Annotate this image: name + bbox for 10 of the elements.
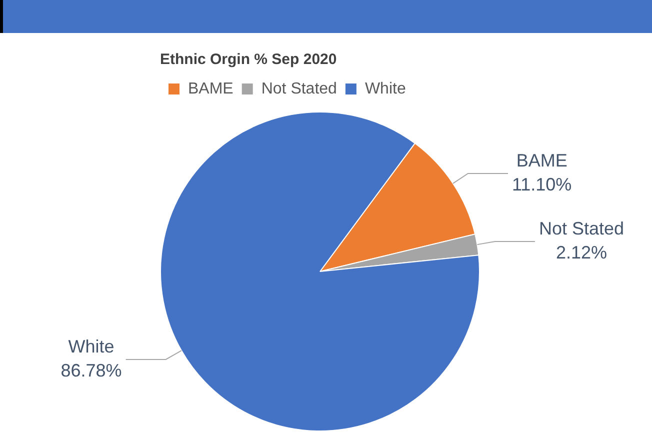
legend-label: BAME bbox=[188, 80, 234, 98]
data-label: 2.12% bbox=[556, 242, 607, 262]
data-label: 11.10% bbox=[512, 174, 572, 194]
data-label: 86.78% bbox=[60, 360, 122, 380]
chart-title: Ethnic Orgin % Sep 2020 bbox=[160, 51, 337, 68]
slice-label: Not Stated bbox=[538, 218, 624, 238]
legend-label: White bbox=[364, 80, 406, 98]
slice-label: White bbox=[68, 336, 114, 356]
slice-label: BAME bbox=[516, 150, 568, 170]
legend-label: Not Stated bbox=[261, 80, 337, 98]
